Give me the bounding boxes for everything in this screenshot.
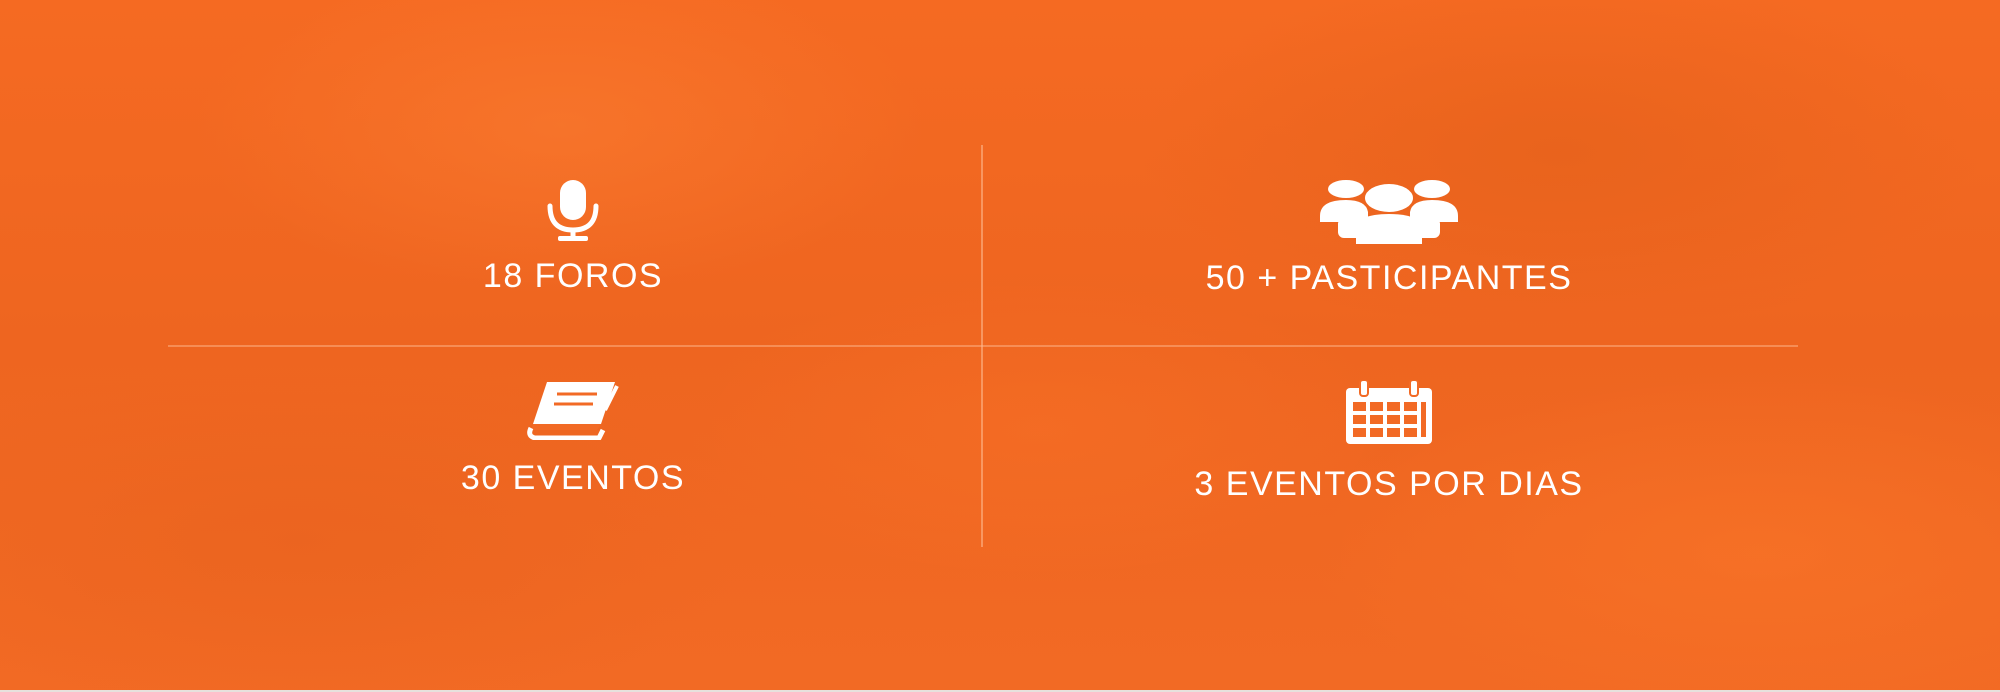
stat-label-foros: 18 FOROS: [482, 257, 664, 295]
stat-label-participantes: 50 + PASTICIPANTES: [1205, 259, 1573, 297]
book-icon: [527, 382, 619, 440]
stat-label-eventos-por-dias: 3 EVENTOS POR DIAS: [1194, 465, 1584, 503]
microphone-icon: [547, 180, 599, 241]
stat-item-participantes: 50 + PASTICIPANTES: [1039, 178, 1739, 348]
users-group-icon: [1320, 180, 1458, 244]
calendar-icon: [1346, 380, 1432, 444]
stat-item-eventos: 30 EVENTOS: [223, 380, 923, 550]
stat-label-eventos: 30 EVENTOS: [460, 459, 686, 497]
stat-item-eventos-por-dias: 3 EVENTOS POR DIAS: [1039, 380, 1739, 550]
vertical-divider: [981, 145, 983, 547]
horizontal-divider: [168, 345, 1798, 347]
bottom-edge: [0, 690, 2000, 692]
stat-item-foros: 18 FOROS: [223, 178, 923, 348]
